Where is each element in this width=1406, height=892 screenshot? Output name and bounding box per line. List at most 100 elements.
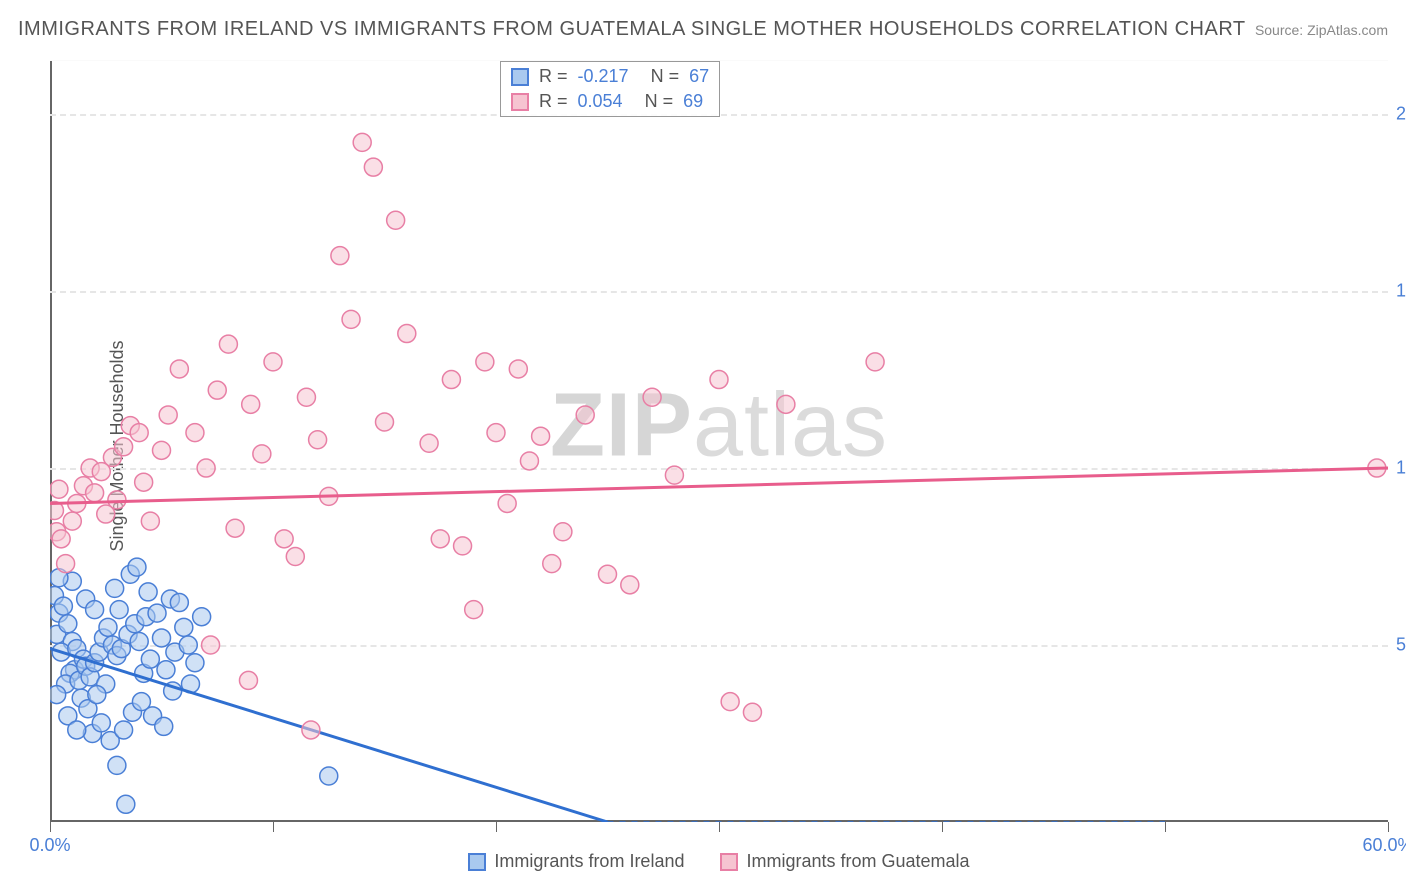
stat-n-value: 69 [683, 91, 703, 112]
stat-n-value: 67 [689, 66, 709, 87]
scatter-point [242, 395, 260, 413]
scatter-point [108, 756, 126, 774]
x-tick [273, 822, 274, 832]
scatter-point [130, 424, 148, 442]
scatter-point [50, 480, 68, 498]
scatter-point [364, 158, 382, 176]
scatter-point [264, 353, 282, 371]
trend-line [50, 468, 1388, 503]
scatter-point [59, 615, 77, 633]
chart-container: IMMIGRANTS FROM IRELAND VS IMMIGRANTS FR… [0, 0, 1406, 892]
scatter-point [186, 424, 204, 442]
scatter-point [68, 721, 86, 739]
scatter-point [159, 406, 177, 424]
scatter-point [226, 519, 244, 537]
x-tick [719, 822, 720, 832]
scatter-point [866, 353, 884, 371]
scatter-point [442, 371, 460, 389]
scatter-point [54, 597, 72, 615]
stat-row: R =0.054N =69 [511, 89, 709, 114]
scatter-point [148, 604, 166, 622]
scatter-point [52, 530, 70, 548]
legend-swatch [468, 853, 486, 871]
y-tick-label: 15.0% [1396, 281, 1406, 302]
scatter-point [465, 601, 483, 619]
scatter-point [520, 452, 538, 470]
stat-n-label: N = [651, 66, 680, 87]
scatter-point [115, 438, 133, 456]
y-tick-label: 20.0% [1396, 104, 1406, 125]
scatter-point [777, 395, 795, 413]
scatter-point [106, 579, 124, 597]
scatter-point [387, 211, 405, 229]
scatter-point [710, 371, 728, 389]
x-tick [50, 822, 51, 832]
source-label: Source: ZipAtlas.com [1255, 22, 1388, 38]
scatter-point [743, 703, 761, 721]
scatter-point [88, 686, 106, 704]
scatter-point [420, 434, 438, 452]
scatter-point [643, 388, 661, 406]
scatter-point [186, 654, 204, 672]
stat-row: R =-0.217N =67 [511, 64, 709, 89]
scatter-point [202, 636, 220, 654]
scatter-point [353, 133, 371, 151]
scatter-point [155, 717, 173, 735]
scatter-point [239, 671, 257, 689]
y-tick-label: 5.0% [1396, 635, 1406, 656]
scatter-point [253, 445, 271, 463]
stat-r-value: -0.217 [578, 66, 629, 87]
scatter-point [309, 431, 327, 449]
scatter-point [139, 583, 157, 601]
scatter-point [376, 413, 394, 431]
scatter-point [320, 767, 338, 785]
scatter-point [197, 459, 215, 477]
scatter-point [110, 601, 128, 619]
y-tick-label: 10.0% [1396, 458, 1406, 479]
trend-line [50, 649, 608, 822]
scatter-point [219, 335, 237, 353]
scatter-point [128, 558, 146, 576]
scatter-point [99, 618, 117, 636]
stat-n-label: N = [645, 91, 674, 112]
scatter-point [170, 594, 188, 612]
scatter-point [208, 381, 226, 399]
scatter-point [286, 548, 304, 566]
scatter-point [665, 466, 683, 484]
scatter-point [331, 247, 349, 265]
legend-swatch [511, 68, 529, 86]
scatter-point [179, 636, 197, 654]
scatter-point [509, 360, 527, 378]
legend-swatch [511, 93, 529, 111]
scatter-point [193, 608, 211, 626]
scatter-point [141, 650, 159, 668]
bottom-legend: Immigrants from IrelandImmigrants from G… [50, 851, 1388, 872]
chart-title: IMMIGRANTS FROM IRELAND VS IMMIGRANTS FR… [18, 18, 1246, 41]
scatter-point [487, 424, 505, 442]
scatter-point [86, 484, 104, 502]
scatter-point [57, 555, 75, 573]
scatter-point [63, 512, 81, 530]
scatter-point [86, 601, 104, 619]
scatter-point [50, 686, 66, 704]
scatter-point [175, 618, 193, 636]
plot-area: ZIPatlas R =-0.217N =67R =0.054N =69 5.0… [50, 60, 1388, 822]
x-tick [1165, 822, 1166, 832]
legend-label: Immigrants from Guatemala [746, 851, 969, 872]
scatter-point [398, 325, 416, 343]
scatter-point [108, 491, 126, 509]
scatter-point [135, 473, 153, 491]
scatter-point [117, 795, 135, 813]
x-tick [942, 822, 943, 832]
scatter-point [275, 530, 293, 548]
scatter-point [141, 512, 159, 530]
scatter-point [153, 441, 171, 459]
scatter-point [543, 555, 561, 573]
stat-box: R =-0.217N =67R =0.054N =69 [500, 61, 720, 117]
scatter-point [153, 629, 171, 647]
legend-swatch [720, 853, 738, 871]
scatter-point [554, 523, 572, 541]
scatter-point [621, 576, 639, 594]
scatter-point [498, 494, 516, 512]
scatter-point [115, 721, 133, 739]
